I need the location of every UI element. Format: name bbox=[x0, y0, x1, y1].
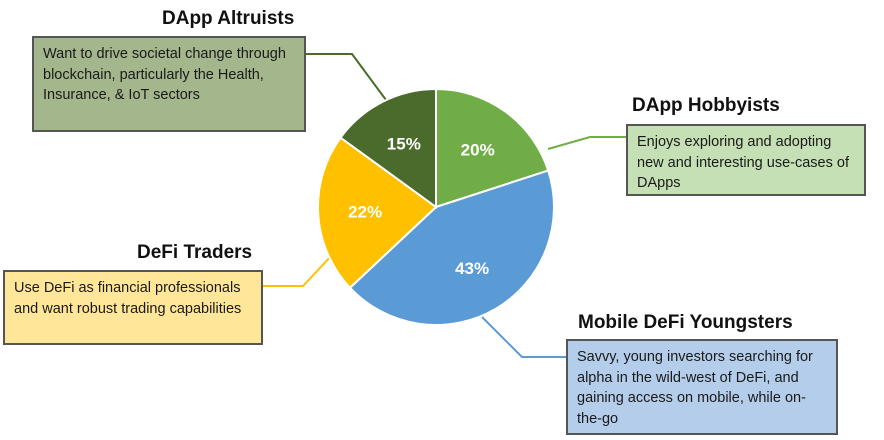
connector-line-youngsters bbox=[481, 316, 566, 358]
segment-box-hobbyists: Enjoys exploring and adopting new and in… bbox=[626, 124, 866, 196]
connector-line-traders bbox=[263, 254, 333, 287]
pie-value-label: 15% bbox=[387, 135, 421, 154]
pie-slice-dapp-hobbyists bbox=[435, 87, 550, 209]
segment-box-youngsters: Savvy, young investors searching for alp… bbox=[566, 339, 838, 435]
segment-title-youngsters: Mobile DeFi Youngsters bbox=[578, 312, 793, 333]
connector-line-altruists bbox=[306, 53, 387, 101]
pie-value-label: 20% bbox=[461, 141, 495, 160]
segment-box-traders: Use DeFi as financial professionals and … bbox=[3, 270, 263, 345]
pie-slices bbox=[317, 87, 555, 326]
segment-title-altruists: DApp Altruists bbox=[162, 8, 295, 29]
pie-value-label: 43% bbox=[455, 259, 489, 278]
pie-value-label: 22% bbox=[348, 203, 382, 222]
segment-box-altruists: Want to drive societal change through bl… bbox=[32, 36, 306, 132]
segment-title-traders: DeFi Traders bbox=[137, 242, 253, 263]
connector-line-hobbyists bbox=[547, 136, 626, 150]
segment-title-hobbyists: DApp Hobbyists bbox=[632, 95, 780, 116]
pie-slice-dapp-altruists bbox=[339, 87, 437, 209]
connector-lines bbox=[263, 53, 626, 358]
pie-slice-defi-traders bbox=[317, 136, 438, 290]
pie-labels: 20% 43% 22% 15% bbox=[348, 135, 495, 278]
pie-slice-mobile-defi-youngsters bbox=[348, 169, 555, 326]
